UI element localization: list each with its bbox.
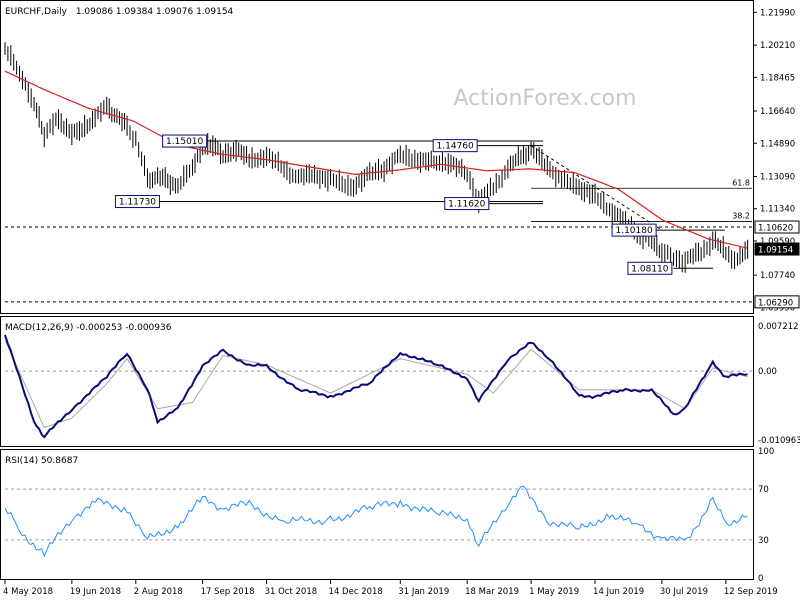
macd-signal-line: [4, 339, 748, 429]
level-label-text: 1.10180: [615, 226, 652, 236]
fib-label: 61.8: [732, 178, 750, 187]
axis-price-box-label: 1.10620: [758, 224, 793, 234]
level-label-text: 1.08110: [631, 264, 668, 274]
date-tick-label: 14 Jun 2019: [593, 587, 644, 597]
level-label-box: [114, 195, 160, 209]
macd-tick-label: 0.00: [758, 367, 777, 377]
axis-price-box-label: 1.09154: [758, 246, 793, 256]
price-tick-label: 1.20210: [760, 41, 795, 51]
price-tick-label: 1.09590: [760, 237, 795, 247]
price-tick-label: 1.21990: [760, 8, 795, 18]
date-tick-label: 14 Dec 2018: [329, 587, 383, 597]
date-tick-label: 1 May 2019: [529, 587, 579, 597]
rsi-title: RSI(14) 50.8687: [5, 456, 78, 466]
symbol-text: EURCHF,Daily: [5, 7, 68, 17]
price-tick-label: 1.16640: [760, 107, 795, 117]
rsi-tick-label: 70: [758, 485, 769, 495]
rsi-line: [4, 485, 748, 558]
price-tick-label: 1.11340: [760, 205, 795, 215]
macd-tick-label: 0.007212: [758, 322, 799, 332]
level-label-box: [611, 223, 657, 237]
price-layer: 61.8 38.2 1.15010 1.14760 1.11730 1.11620 1.10…: [4, 42, 752, 303]
level-label-text: 1.15010: [166, 137, 203, 147]
fib-label: 38.2: [732, 211, 750, 220]
level-label-box: [444, 197, 490, 211]
date-tick-label: 17 Sep 2018: [201, 587, 255, 597]
axis-price-box-label: 1.06290: [758, 298, 793, 308]
date-tick-label: 31 Oct 2018: [265, 587, 318, 597]
price-tick-label: 1.14890: [760, 139, 795, 149]
rsi-tick-label: 30: [758, 536, 769, 546]
price-panel-frame: [0, 0, 754, 314]
macd-line: [4, 334, 748, 439]
date-tick-label: 2 Aug 2018: [134, 587, 183, 597]
symbol-label: EURCHF,Daily 1.09086 1.09384 1.09076 1.0…: [5, 7, 234, 17]
rsi-tick-label: 0: [758, 574, 763, 584]
level-label-box: [162, 134, 208, 148]
date-tick-label: 19 Jun 2018: [70, 587, 121, 597]
axis-price-box: [754, 242, 800, 256]
level-label-text: 1.11620: [448, 200, 485, 210]
axis-price-box: [754, 220, 800, 234]
price-tick-label: 1.18465: [760, 73, 795, 83]
date-tick-label: 30 Jul 2019: [660, 587, 708, 597]
price-tick-label: 1.05990: [760, 303, 795, 313]
level-label-box: [627, 261, 673, 275]
level-label-text: 1.11730: [119, 198, 156, 208]
moving-average-line: [4, 70, 748, 249]
date-tick-label: 31 Jan 2019: [398, 587, 449, 597]
ohlc-text: 1.09086 1.09384 1.09076 1.09154: [76, 7, 234, 17]
price-tick-label: 1.07740: [760, 271, 795, 281]
axis-layer: 1.21990 1.20210 1.18465 1.16640 1.14890 1.130…: [3, 8, 800, 597]
rsi-tick-label: 100: [758, 447, 774, 457]
watermark: ActionForex.com: [454, 86, 637, 111]
macd-tick-label: -0.010963: [758, 436, 800, 446]
price-tick-label: 1.13090: [760, 172, 795, 182]
rsi-panel-frame: [0, 449, 754, 580]
macd-layer: [4, 334, 752, 439]
level-label-text: 1.14760: [437, 142, 474, 152]
date-tick-label: 4 May 2018: [3, 587, 53, 597]
date-tick-label: 18 Mar 2019: [465, 587, 519, 597]
rsi-layer: [4, 485, 752, 558]
macd-panel-frame: [0, 316, 754, 447]
trendline: [530, 145, 663, 231]
date-tick-label: 12 Sep 2019: [724, 587, 778, 597]
macd-title: MACD(12,26,9) -0.000253 -0.000936: [5, 323, 172, 333]
level-label-box: [432, 139, 478, 153]
axis-price-box: [754, 295, 800, 309]
